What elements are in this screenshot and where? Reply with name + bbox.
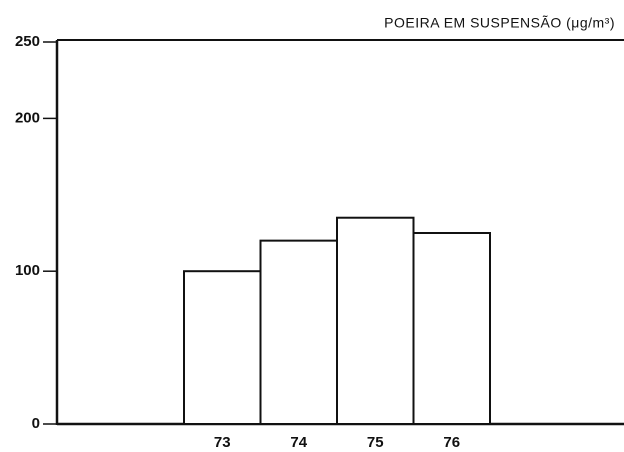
bar [336, 216, 415, 425]
x-tick-label: 76 [443, 434, 460, 451]
chart-title: POEIRA EM SUSPENSÃO (μg/m³) [384, 15, 615, 31]
y-tick-label: 200 [15, 109, 40, 126]
x-tick-label: 73 [214, 434, 231, 451]
y-tick-label: 250 [15, 33, 40, 50]
x-tick-label: 74 [290, 434, 307, 451]
bar [412, 232, 491, 425]
y-tick-label: 100 [15, 262, 40, 279]
x-tick-label: 75 [367, 434, 384, 451]
bar [183, 270, 262, 426]
bar [259, 239, 338, 425]
y-tick-label: 0 [32, 415, 40, 432]
